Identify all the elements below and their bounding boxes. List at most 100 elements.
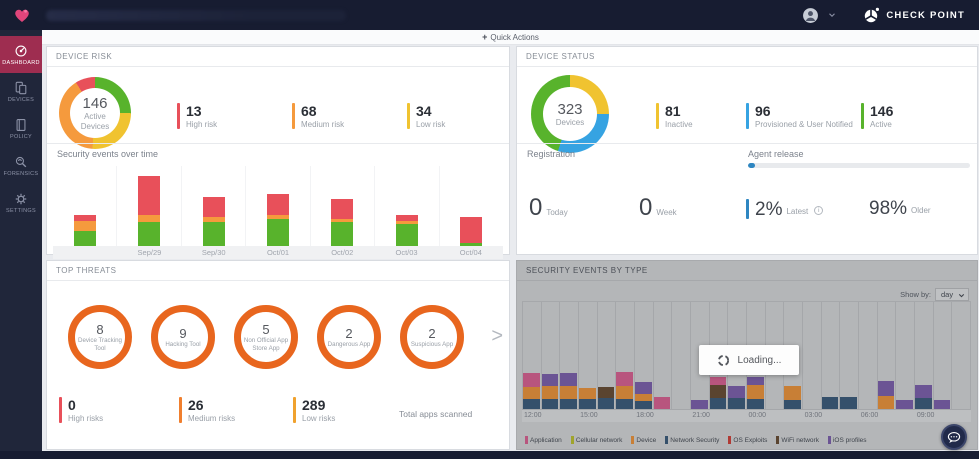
stat-text: 96 Provisioned & User Notified bbox=[755, 103, 853, 129]
user-menu-chevron-icon[interactable] bbox=[827, 10, 837, 20]
sidebar-item-devices[interactable]: DEVICES bbox=[0, 73, 42, 110]
stat-text: 34 Low risk bbox=[416, 103, 445, 129]
stat-low-risk: 34 Low risk bbox=[407, 103, 445, 129]
stat-value: 0 bbox=[639, 194, 653, 221]
stacked-bar bbox=[266, 194, 289, 246]
show-by-value: day bbox=[941, 290, 954, 299]
grid-column bbox=[896, 302, 916, 409]
next-threats-arrow[interactable]: > bbox=[491, 325, 503, 347]
agent-release-progress-bar bbox=[748, 163, 970, 168]
quick-actions-button[interactable]: Quick Actions bbox=[482, 32, 539, 42]
sidebar-item-dashboard[interactable]: DASHBOARD bbox=[0, 36, 42, 73]
sidebar-item-label: DEVICES bbox=[7, 96, 35, 103]
threat-circle: 8 Device Tracking Tool bbox=[68, 305, 132, 369]
threat-value: 5 bbox=[262, 322, 270, 338]
x-axis-label: 00:00 bbox=[748, 412, 767, 419]
legend-item: iOS profiles bbox=[827, 436, 867, 444]
topbar: CHECK POINT bbox=[0, 0, 979, 30]
stat-accent bbox=[746, 103, 749, 129]
threat-circle: 2 Suspicious App bbox=[400, 305, 464, 369]
stat-text: 289 Low risks bbox=[302, 397, 335, 423]
footer-bar bbox=[0, 451, 979, 459]
stacked-bar bbox=[653, 397, 671, 409]
threat-circle: 2 Dangerous App bbox=[317, 305, 381, 369]
purple-segment bbox=[747, 377, 764, 385]
stacked-bar bbox=[579, 388, 596, 409]
top-threats-panel: TOP THREATS 8 Device Tracking Tool 9 Hackin… bbox=[46, 260, 510, 450]
navy-segment bbox=[560, 399, 578, 409]
orange-segment bbox=[877, 396, 895, 409]
show-by-select[interactable]: day bbox=[935, 288, 969, 301]
stacked-bar bbox=[821, 397, 839, 409]
stacked-bar bbox=[523, 373, 540, 409]
stat-text: 146 Active bbox=[870, 103, 893, 129]
chat-support-button[interactable] bbox=[941, 424, 967, 450]
harmony-mobile-logo-icon bbox=[12, 6, 32, 24]
user-avatar-icon[interactable] bbox=[802, 7, 819, 24]
info-icon[interactable] bbox=[814, 206, 824, 215]
high-segment bbox=[266, 194, 289, 215]
stat-latest: 2% Latest bbox=[746, 199, 824, 220]
orange-segment bbox=[616, 386, 634, 399]
stacked-bar bbox=[460, 217, 483, 246]
quick-actions-label: Quick Actions bbox=[490, 32, 539, 42]
stat-label: Medium risk bbox=[301, 120, 345, 129]
stat-label: Older bbox=[911, 206, 931, 215]
navy-segment bbox=[840, 397, 858, 409]
total-apps-scanned-label: Total apps scanned bbox=[399, 409, 473, 419]
purple-segment bbox=[691, 400, 708, 409]
grid-column bbox=[840, 302, 860, 409]
sidebar-item-settings[interactable]: SETTINGS bbox=[0, 184, 42, 221]
stacked-bar bbox=[395, 215, 418, 246]
sidebar-item-policy[interactable]: POLICY bbox=[0, 110, 42, 147]
sidebar-item-forensics[interactable]: FORENSICS bbox=[0, 147, 42, 184]
stat-value: 2% bbox=[755, 199, 783, 220]
brown-segment bbox=[597, 387, 615, 398]
section-title: Security events over time bbox=[57, 149, 159, 159]
low-segment bbox=[73, 231, 96, 246]
stat-value: 289 bbox=[302, 397, 326, 413]
navy-segment bbox=[709, 398, 727, 409]
chevron-down-icon bbox=[957, 291, 966, 300]
threat-value: 9 bbox=[179, 325, 187, 341]
x-axis-label: 21:00 bbox=[692, 412, 710, 419]
x-axis-label: Sep/29 bbox=[137, 248, 162, 257]
stat-text: 13 High risk bbox=[186, 103, 217, 129]
stat-value: 13 bbox=[186, 103, 202, 119]
chart-slot bbox=[440, 166, 503, 246]
donut-label: Active Devices bbox=[80, 112, 110, 131]
stacked-bar bbox=[560, 373, 578, 409]
checkpoint-logo-icon bbox=[863, 7, 880, 24]
stat-label: Active bbox=[870, 120, 892, 129]
legend-marker bbox=[665, 436, 669, 444]
stat-label: Low risk bbox=[416, 120, 446, 129]
stacked-bar bbox=[784, 386, 802, 409]
threat-circle: 5 Non Official App Store App bbox=[234, 305, 298, 369]
stacked-bar bbox=[616, 372, 634, 409]
stacked-bar bbox=[877, 381, 895, 409]
threat-label: Non Official App Store App bbox=[243, 337, 289, 352]
orange-segment bbox=[635, 394, 652, 401]
stacked-bar bbox=[635, 382, 652, 409]
navy-segment bbox=[784, 400, 802, 409]
legend-marker bbox=[570, 436, 574, 444]
donut-value: 323 bbox=[557, 100, 583, 118]
loading-indicator: Loading... bbox=[699, 345, 799, 375]
grid-column bbox=[784, 302, 804, 409]
policy-icon bbox=[14, 118, 28, 132]
legend-label: Application bbox=[530, 436, 562, 444]
checkpoint-logo: CHECK POINT bbox=[863, 7, 965, 24]
low-segment bbox=[395, 224, 418, 246]
chart-slot bbox=[311, 166, 376, 246]
stat-accent bbox=[746, 199, 749, 219]
stat-value: 0 bbox=[529, 194, 543, 221]
chart-slot bbox=[182, 166, 247, 246]
purple-segment bbox=[877, 381, 895, 396]
legend-label: Device bbox=[636, 436, 657, 444]
threat-value: 8 bbox=[96, 322, 104, 338]
stacked-bar bbox=[915, 385, 932, 409]
purple-segment bbox=[896, 400, 914, 409]
sidebar-item-label: FORENSICS bbox=[3, 170, 39, 177]
stat-value: 0 bbox=[68, 397, 76, 413]
events-over-time-chart: Sep/29 Sep/30 Oct/01 Oct/02 Oct/03 Oct/04 bbox=[53, 166, 503, 259]
